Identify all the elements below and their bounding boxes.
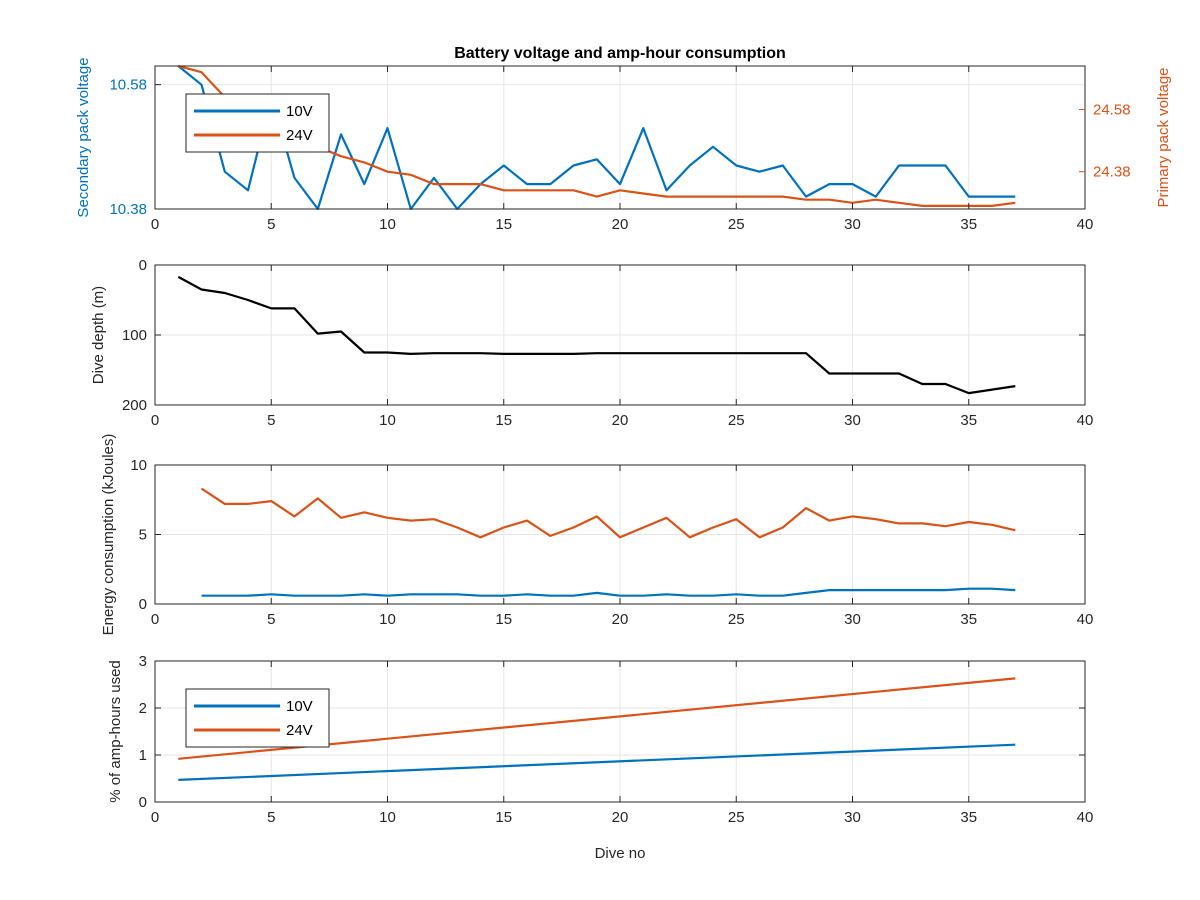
- x-tick-label: 0: [151, 216, 159, 233]
- x-tick-label: 10: [379, 611, 396, 628]
- y-right-tick-label: 24.38: [1093, 164, 1131, 181]
- x-tick-label: 0: [151, 611, 159, 628]
- y-tick-label: 2: [139, 700, 147, 717]
- legend-label: 10V: [286, 103, 313, 120]
- x-tick-label: 20: [612, 809, 629, 826]
- x-tick-label: 20: [612, 216, 629, 233]
- x-tick-label: 40: [1077, 809, 1094, 826]
- y-tick-label: 10.58: [109, 77, 147, 94]
- y-tick-label: 0: [139, 596, 147, 613]
- x-tick-label: 5: [267, 809, 275, 826]
- y-right-tick-label: 24.58: [1093, 102, 1131, 119]
- legend-label: 24V: [286, 722, 313, 739]
- legend-label: 24V: [286, 127, 313, 144]
- y-tick-label: 5: [139, 527, 147, 544]
- x-tick-label: 30: [844, 611, 861, 628]
- y-tick-label: 0: [139, 257, 147, 274]
- subplot-1: 0 5 10 15 20 25 30 35 40 10.38 10.58 24.38 24.58 Batt…: [75, 45, 1172, 233]
- x-axis-label: Dive no: [595, 845, 646, 862]
- y-tick-label: 0: [139, 794, 147, 811]
- y-tick-label: 1: [139, 747, 147, 764]
- y-tick-label: 200: [122, 397, 147, 414]
- x-tick-label: 40: [1077, 611, 1094, 628]
- chart-title: Battery voltage and amp-hour consumption: [454, 45, 786, 62]
- x-tick-label: 5: [267, 412, 275, 429]
- x-tick-label: 20: [612, 611, 629, 628]
- x-tick-label: 15: [495, 216, 512, 233]
- legend-box: [185, 688, 330, 748]
- x-tick-label: 40: [1077, 412, 1094, 429]
- legend-label: 10V: [286, 698, 313, 715]
- x-tick-label: 25: [728, 216, 745, 233]
- x-tick-label: 30: [844, 809, 861, 826]
- x-tick-label: 30: [844, 412, 861, 429]
- series-line-10v: [201, 587, 1016, 597]
- x-tick-label: 35: [960, 412, 977, 429]
- x-tick-label: 20: [612, 412, 629, 429]
- series-line-10v: [178, 743, 1016, 781]
- subplot-2: 0 5 10 15 20 25 30 35 40 0 100 200 Dive depth (m): [90, 257, 1093, 429]
- y-tick-label: 100: [122, 327, 147, 344]
- x-tick-label: 40: [1077, 216, 1094, 233]
- x-tick-label: 5: [267, 216, 275, 233]
- x-tick-label: 0: [151, 412, 159, 429]
- x-tick-label: 5: [267, 611, 275, 628]
- x-tick-label: 10: [379, 412, 396, 429]
- x-tick-label: 15: [495, 412, 512, 429]
- x-tick-label: 0: [151, 809, 159, 826]
- x-tick-label: 25: [728, 412, 745, 429]
- y-axis-label: Secondary pack voltage: [75, 57, 92, 217]
- x-tick-label: 10: [379, 216, 396, 233]
- y-axis-label: % of amp-hours used: [107, 660, 124, 803]
- y-axis-label: Energy consumption (kJoules): [100, 434, 117, 636]
- subplot-4: 0 5 10 15 20 25 30 35 40 0 1 2 3 % of amp-hours used D…: [107, 653, 1093, 862]
- x-tick-label: 35: [960, 809, 977, 826]
- y-tick-label: 10.38: [109, 201, 147, 218]
- series-line-depth: [177, 275, 1016, 395]
- x-tick-label: 15: [495, 611, 512, 628]
- y-axis-label: Dive depth (m): [90, 286, 107, 384]
- x-tick-label: 35: [960, 611, 977, 628]
- y-right-axis-label: Primary pack voltage: [1155, 67, 1172, 207]
- y-tick-label: 10: [130, 457, 147, 474]
- x-tick-label: 10: [379, 809, 396, 826]
- x-tick-label: 30: [844, 216, 861, 233]
- x-tick-label: 25: [728, 809, 745, 826]
- legend-box: [185, 93, 330, 153]
- x-tick-label: 15: [495, 809, 512, 826]
- x-tick-label: 25: [728, 611, 745, 628]
- subplot-3: 0 5 10 15 20 25 30 35 40 0 5 10 Energy consumption (…: [100, 434, 1093, 636]
- x-tick-label: 35: [960, 216, 977, 233]
- series-line-24v: [200, 487, 1016, 539]
- y-tick-label: 3: [139, 653, 147, 670]
